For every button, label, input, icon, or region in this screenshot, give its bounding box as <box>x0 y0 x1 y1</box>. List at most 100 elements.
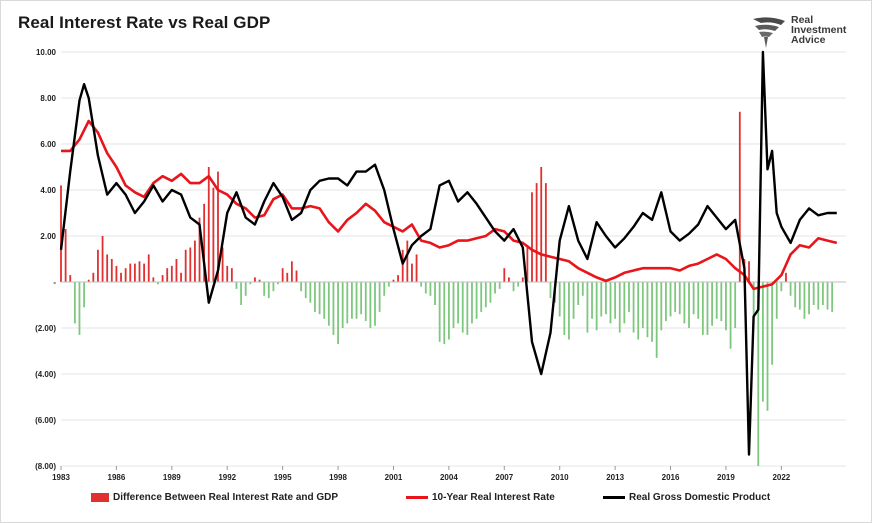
difference-bar-22 <box>161 275 164 282</box>
x-tick-label-0: 1983 <box>52 473 70 482</box>
difference-bar-123 <box>628 282 630 312</box>
legend-swatch-rate <box>406 496 428 499</box>
difference-bar-101 <box>526 247 529 282</box>
legend-label-gdp: Real Gross Domestic Product <box>629 492 771 503</box>
difference-bar-29 <box>194 240 196 282</box>
difference-bar-16 <box>133 263 136 282</box>
difference-bar-137 <box>692 282 695 315</box>
difference-bar-12 <box>115 265 118 282</box>
difference-bar-120 <box>614 282 617 319</box>
gridlines <box>61 51 846 467</box>
x-tick-label-1: 1986 <box>108 473 126 482</box>
y-tick-label-4: 2.00 <box>40 232 56 241</box>
logo-line-2: Investment <box>791 24 847 36</box>
legend-item-difference: Difference Between Real Interest Rate an… <box>91 492 338 503</box>
difference-bar-78 <box>420 282 423 287</box>
difference-bar-112 <box>577 282 580 305</box>
difference-bar-46 <box>272 282 275 292</box>
difference-bar-144 <box>725 282 727 331</box>
difference-bar-128 <box>651 282 653 342</box>
difference-bar-61 <box>341 282 344 328</box>
difference-bar-44 <box>263 282 266 296</box>
difference-bar-127 <box>646 282 649 338</box>
difference-bar-124 <box>632 282 635 333</box>
difference-bar-162 <box>808 282 810 315</box>
legend-label-rate: 10-Year Real Interest Rate <box>432 492 555 503</box>
difference-bar-96 <box>503 268 506 282</box>
difference-bar-119 <box>609 282 612 324</box>
difference-bar-83 <box>443 282 446 345</box>
difference-bar-166 <box>826 282 829 310</box>
difference-bar-39 <box>240 282 242 305</box>
difference-bar-3 <box>73 282 76 324</box>
difference-bar-57 <box>323 282 326 319</box>
difference-bar-158 <box>789 282 792 296</box>
difference-bar-94 <box>494 282 496 294</box>
difference-bar-115 <box>591 282 593 319</box>
difference-bar-140 <box>706 282 709 335</box>
difference-bar-161 <box>803 282 806 319</box>
difference-bar-125 <box>637 282 640 340</box>
difference-bar-153 <box>766 282 769 411</box>
difference-bar-80 <box>429 282 432 296</box>
difference-bar-8 <box>97 249 99 282</box>
difference-bar-53 <box>304 282 307 299</box>
difference-bar-28 <box>189 247 192 282</box>
legend-item-rate: 10-Year Real Interest Rate <box>406 492 555 503</box>
x-tick-label-5: 1998 <box>329 473 347 482</box>
difference-bar-2 <box>69 275 72 282</box>
difference-bar-139 <box>701 282 704 335</box>
logo-text: Real Investment Advice <box>791 14 847 46</box>
y-tick-label-9: (8.00) <box>35 462 56 471</box>
difference-bar-95 <box>498 282 501 289</box>
difference-bar-113 <box>581 282 584 296</box>
y-tick-label-6: (2.00) <box>35 324 56 333</box>
x-tick-label-11: 2016 <box>662 473 680 482</box>
difference-bar-58 <box>327 282 330 326</box>
difference-bar-93 <box>489 282 492 303</box>
difference-bar-9 <box>101 236 104 282</box>
difference-bar-36 <box>226 265 229 282</box>
difference-bar-147 <box>738 111 741 282</box>
difference-bar-6 <box>87 279 90 282</box>
difference-bar-143 <box>720 282 723 322</box>
difference-bar-90 <box>475 282 478 319</box>
x-tick-label-3: 1992 <box>218 473 236 482</box>
difference-bar-88 <box>466 282 469 335</box>
difference-bar-149 <box>748 261 750 282</box>
difference-bar-108 <box>558 282 561 317</box>
difference-bar-122 <box>623 282 626 324</box>
difference-bar-71 <box>387 282 390 287</box>
x-tick-label-10: 2013 <box>606 473 624 482</box>
y-tick-label-1: 8.00 <box>40 94 56 103</box>
difference-bar-142 <box>715 282 718 319</box>
eagle-logo-icon <box>753 17 785 48</box>
difference-bar-77 <box>415 254 418 282</box>
difference-bar-126 <box>641 282 644 328</box>
difference-bar-155 <box>775 282 778 319</box>
difference-bar-81 <box>434 282 436 305</box>
difference-bar-135 <box>683 282 686 324</box>
difference-bar-70 <box>383 282 386 296</box>
difference-bar-37 <box>230 268 233 282</box>
difference-bar-27 <box>184 249 187 282</box>
difference-bar-66 <box>364 282 367 322</box>
difference-bar-132 <box>669 282 672 317</box>
logo-line-1: Real <box>791 14 814 26</box>
difference-bar-60 <box>337 282 339 345</box>
y-tick-label-3: 4.00 <box>40 186 56 195</box>
difference-bar-118 <box>604 282 607 315</box>
difference-bar-31 <box>203 203 206 282</box>
chart-legend: Difference Between Real Interest Rate an… <box>91 492 851 508</box>
legend-swatch-gdp <box>603 496 625 499</box>
logo-line-3: Advice <box>791 34 826 46</box>
chart-title: Real Interest Rate vs Real GDP <box>18 13 271 32</box>
difference-bar-62 <box>346 282 349 324</box>
difference-bar-45 <box>267 282 270 299</box>
x-tick-label-6: 2001 <box>385 473 403 482</box>
difference-bar-86 <box>457 282 460 324</box>
difference-bar-82 <box>438 282 441 342</box>
difference-bar-151 <box>757 282 760 466</box>
difference-bar-19 <box>147 254 150 282</box>
